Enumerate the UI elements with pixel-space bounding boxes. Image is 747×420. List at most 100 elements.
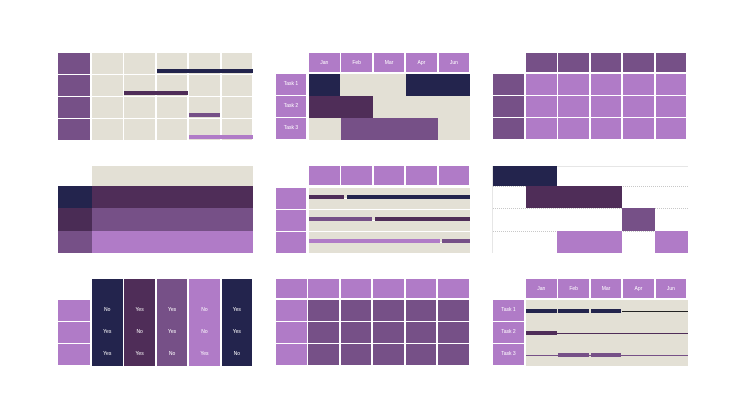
grid-cell — [623, 118, 654, 139]
column-header-cell — [341, 166, 372, 185]
row-header-cell — [58, 208, 92, 231]
progress-bar — [442, 239, 470, 243]
month-header-cell — [526, 279, 557, 298]
timeline-line — [622, 310, 688, 312]
month-label: Mar — [384, 59, 394, 66]
row-header-cell — [58, 344, 90, 365]
row-header-cell — [493, 96, 524, 117]
timeline-bar — [526, 309, 557, 313]
grid-cell — [221, 97, 253, 118]
column-header-cell — [406, 166, 437, 185]
row-band — [92, 231, 253, 253]
timeline-bar — [526, 331, 557, 335]
vertical-axis-line — [492, 166, 493, 253]
column-header-cell — [309, 166, 340, 185]
timeline-bar — [590, 353, 622, 357]
yes-no-value: Yes — [103, 329, 112, 336]
row-header-cell — [58, 97, 90, 118]
grid-cell — [623, 74, 654, 95]
column-header-cell — [438, 279, 469, 298]
grid-cell — [156, 119, 188, 140]
row-header-cell — [58, 119, 90, 140]
grid-cell — [373, 344, 404, 365]
task-label: Task 2 — [283, 103, 299, 110]
grid-cell — [221, 53, 253, 74]
yes-no-column — [156, 279, 188, 366]
gantt-bar — [557, 231, 622, 253]
row-header-cell — [58, 231, 92, 253]
gantt-bar — [655, 231, 688, 253]
yes-no-value: Yes — [200, 351, 209, 358]
column-header-cell — [276, 279, 307, 298]
dotted-gridline — [493, 208, 688, 209]
yes-no-column — [189, 279, 220, 366]
row-header-cell — [58, 75, 90, 96]
grid-cell — [124, 97, 155, 118]
grid-cell — [373, 322, 404, 343]
grid-cell — [526, 74, 557, 95]
timeline-bar — [558, 353, 589, 357]
grid-cell — [308, 344, 339, 365]
yes-no-value: Yes — [232, 329, 241, 336]
month-header-cell — [623, 279, 654, 298]
month-header-cell — [373, 53, 405, 72]
month-header-cell — [558, 279, 589, 298]
row-band — [92, 186, 253, 208]
timeline-bar — [124, 91, 188, 95]
column-header-cell — [308, 279, 339, 298]
grid-cell — [526, 118, 557, 139]
month-header-cell — [309, 53, 340, 72]
grid-cell — [308, 300, 339, 321]
row-band — [92, 208, 253, 231]
row-header-cell — [58, 53, 90, 74]
yes-no-value: No — [201, 329, 208, 336]
grid-cell — [340, 300, 372, 321]
grid-cell — [373, 300, 404, 321]
progress-bar — [309, 239, 440, 243]
row-stripe — [309, 199, 470, 209]
row-header-cell — [276, 188, 306, 209]
grid-cell — [526, 96, 557, 117]
month-label: Feb — [352, 59, 361, 66]
gantt-bar — [341, 118, 438, 140]
grid-cell — [156, 53, 188, 74]
grid-cell — [655, 74, 687, 95]
yes-no-column — [92, 279, 123, 366]
yes-no-value: Yes — [232, 307, 241, 314]
task-label: Task 1 — [283, 81, 299, 88]
month-header-cell — [341, 53, 372, 72]
progress-bar — [309, 217, 372, 221]
yes-no-value: Yes — [135, 351, 144, 358]
grid-cell — [189, 75, 220, 96]
timeline-bar — [189, 135, 253, 139]
yes-no-value: Yes — [135, 307, 144, 314]
progress-bar — [347, 195, 470, 199]
progress-bar — [375, 217, 470, 221]
grid-cell — [438, 344, 469, 365]
column-header-cell — [405, 279, 437, 298]
row-stripe — [309, 243, 470, 253]
timeline-bar — [558, 309, 589, 313]
row-header-cell — [276, 300, 307, 321]
column-header-cell — [373, 166, 405, 185]
grid-cell — [308, 322, 339, 343]
grid-cell — [124, 53, 155, 74]
month-label: Apr — [417, 59, 426, 66]
row-header-cell — [493, 74, 524, 95]
month-header-cell — [438, 53, 470, 72]
column-header-cell — [438, 166, 470, 185]
yes-no-value: No — [104, 307, 111, 314]
timeline-bar — [590, 309, 622, 313]
grid-cell — [590, 74, 622, 95]
row-header-cell — [276, 344, 307, 365]
month-label: Mar — [601, 285, 611, 292]
grid-cell — [189, 97, 220, 118]
grid-cell — [623, 96, 654, 117]
grid-cell — [438, 300, 469, 321]
gantt-bar — [622, 208, 655, 231]
row-stripe — [309, 188, 470, 198]
task-header-cell — [493, 344, 524, 365]
timeline-bar — [189, 113, 220, 117]
grid-cell — [124, 75, 155, 96]
task-label: Task 3 — [501, 351, 516, 358]
